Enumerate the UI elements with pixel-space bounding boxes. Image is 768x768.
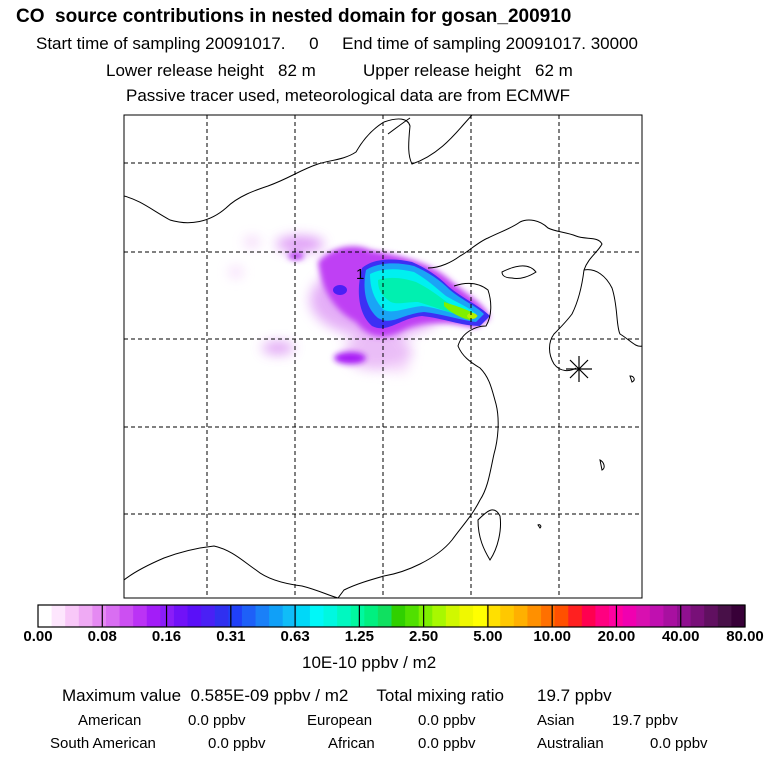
colorbar-cell: [527, 605, 542, 627]
colorbar-tick-label: 0.08: [87, 628, 117, 645]
coastlines: [124, 115, 642, 598]
colorbar-cell: [146, 605, 161, 627]
colorbar-cell: [459, 605, 474, 627]
region-name: American: [78, 712, 142, 729]
release-height-line: Lower release height 82 m Upper release …: [106, 61, 573, 80]
region-value: 0.0 ppbv: [208, 735, 266, 752]
colorbar-tick-label: 10.00: [533, 628, 571, 645]
colorbar-cell: [636, 605, 651, 627]
colorbar-cell: [119, 605, 134, 627]
colorbar-cell: [92, 605, 107, 627]
total-value: 19.7 ppbv: [537, 686, 612, 705]
colorbar-cell: [391, 605, 406, 627]
colorbar-cell: [731, 605, 746, 627]
region-value: 0.0 ppbv: [650, 735, 708, 752]
region-name: Australian: [537, 735, 604, 752]
colorbar-tick-label: 80.00: [726, 628, 764, 645]
concentration-plume: [229, 236, 490, 373]
max-value-line: Maximum value 0.585E-09 ppbv / m2 Total …: [62, 687, 612, 704]
colorbar-tick-label: 0.63: [280, 628, 310, 645]
colorbar-cell: [214, 605, 229, 627]
colorbar-cell: [717, 605, 733, 627]
graticule: [124, 115, 642, 598]
colorbar-cell: [38, 605, 53, 627]
colorbar-cell: [282, 605, 297, 627]
region-value: 0.0 ppbv: [188, 712, 246, 729]
region-name: African: [328, 735, 375, 752]
colorbar-cell: [418, 605, 433, 627]
contour-label: 1: [356, 266, 364, 283]
colorbar-cell: [513, 605, 529, 627]
colorbar-tick-label: 0.00: [23, 628, 53, 645]
colorbar-cell: [541, 605, 556, 627]
colorbar: [37, 604, 746, 628]
colorbar-cell: [663, 605, 678, 627]
colorbar-cell: [51, 605, 66, 627]
tracer-info-line: Passive tracer used, meteorological data…: [126, 86, 571, 105]
colorbar-cell: [241, 605, 257, 627]
colorbar-tick-label: 0.16: [151, 628, 182, 645]
sampling-time-line: Start time of sampling 20091017. 0 End t…: [36, 34, 638, 53]
colorbar-cell: [568, 605, 583, 627]
colorbar-cell: [269, 605, 284, 627]
region-name: Asian: [537, 712, 575, 729]
region-name: South American: [50, 735, 156, 752]
max-value: 0.585E-09 ppbv / m2: [190, 686, 349, 705]
colorbar-cell: [473, 605, 488, 627]
colorbar-cell: [65, 605, 80, 627]
colorbar-cell: [187, 605, 202, 627]
colorbar-cell: [228, 605, 243, 627]
colorbar-cell: [649, 605, 665, 627]
colorbar-tick-label: 40.00: [661, 628, 700, 645]
colorbar-cell: [405, 605, 420, 627]
colorbar-cell: [78, 605, 93, 627]
map-title: CO source contributions in nested domain…: [16, 6, 572, 27]
colorbar-cell: [364, 605, 379, 627]
colorbar-cell: [377, 605, 393, 627]
colorbar-cell: [486, 605, 501, 627]
colorbar-cell: [432, 605, 447, 627]
colorbar-cell: [350, 605, 365, 627]
colorbar-cell: [173, 605, 189, 627]
region-name: European: [307, 712, 373, 729]
max-label: Maximum value: [62, 686, 182, 705]
colorbar-units: 10E-10 ppbv / m2: [302, 653, 437, 672]
colorbar-cell: [201, 605, 216, 627]
colorbar-tick-label: 20.00: [597, 628, 636, 645]
colorbar-cell: [500, 605, 515, 627]
colorbar-tick-label: 0.31: [216, 628, 246, 645]
region-value: 19.7 ppbv: [612, 712, 678, 729]
colorbar-cell: [554, 605, 569, 627]
colorbar-tick-label: 1.25: [344, 628, 374, 645]
asterisk-icon: [566, 356, 592, 382]
colorbar-cell: [160, 605, 175, 627]
colorbar-cell: [704, 605, 719, 627]
colorbar-cell: [445, 605, 461, 627]
colorbar-cell: [677, 605, 692, 627]
colorbar-cell: [309, 605, 325, 627]
colorbar-cell: [690, 605, 705, 627]
map-frame: [123, 114, 643, 599]
total-label: Total mixing ratio: [376, 686, 504, 705]
region-value: 0.0 ppbv: [418, 712, 476, 729]
colorbar-cell: [595, 605, 610, 627]
colorbar-cell: [105, 605, 121, 627]
region-value: 0.0 ppbv: [418, 735, 476, 752]
colorbar-cell: [337, 605, 352, 627]
colorbar-cell: [581, 605, 597, 627]
colorbar-cell: [323, 605, 338, 627]
colorbar-tick-label: 5.00: [473, 628, 503, 645]
colorbar-cell: [622, 605, 637, 627]
colorbar-tick-label: 2.50: [409, 628, 439, 645]
colorbar-cell: [133, 605, 148, 627]
colorbar-cell: [296, 605, 311, 627]
colorbar-cell: [255, 605, 270, 627]
